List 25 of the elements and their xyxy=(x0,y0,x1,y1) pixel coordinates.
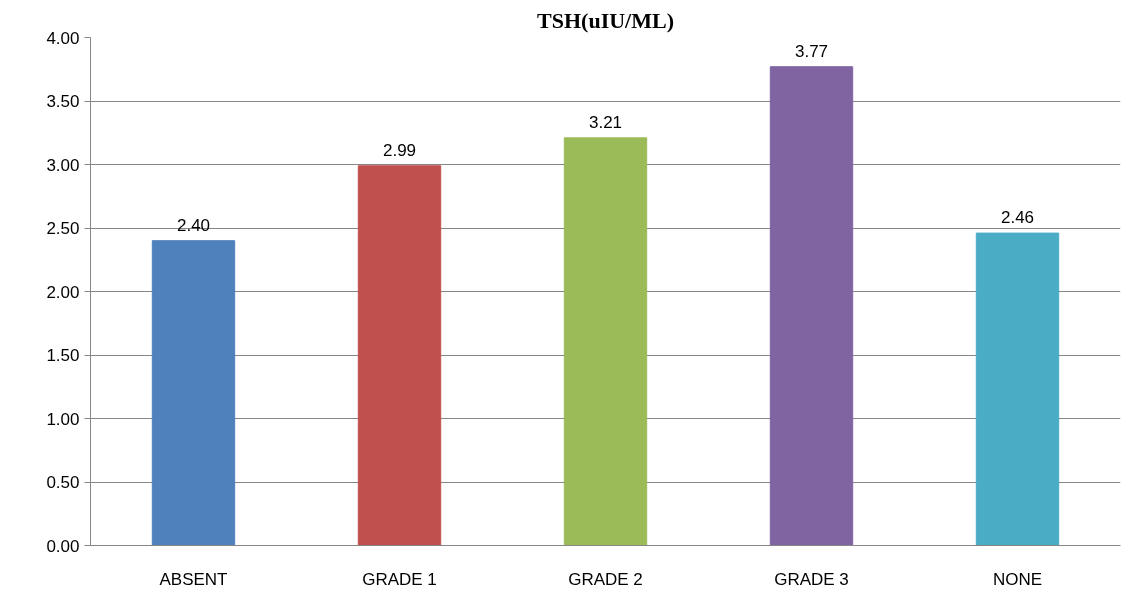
data-label: 2.46 xyxy=(1000,208,1035,228)
y-tick-label: 3.00 xyxy=(46,155,80,175)
bar xyxy=(769,66,854,546)
y-tick-label: 2.50 xyxy=(46,219,80,238)
y-tick-label: 2.00 xyxy=(46,282,80,302)
chart-title: TSH(uIU/ML) xyxy=(537,7,674,33)
bar xyxy=(975,232,1060,546)
y-tick-label: 1.00 xyxy=(46,409,80,429)
data-label: 2.40 xyxy=(176,215,211,235)
x-tick-label: NONE xyxy=(992,569,1043,589)
data-label: 2.99 xyxy=(382,140,417,160)
x-tick-label: GRADE 2 xyxy=(568,569,643,589)
y-tick-label: 0.00 xyxy=(46,536,80,556)
bar xyxy=(357,165,442,546)
x-tick-label: GRADE 1 xyxy=(362,569,437,589)
bar xyxy=(151,240,236,546)
bar xyxy=(563,137,648,546)
x-tick-label: GRADE 3 xyxy=(774,569,849,589)
data-label: 3.21 xyxy=(588,112,623,132)
y-tick-label: 3.50 xyxy=(46,92,80,111)
data-label: 3.77 xyxy=(794,41,829,61)
x-tick-label: ABSENT xyxy=(159,569,228,589)
y-tick-label: 1.50 xyxy=(46,346,80,365)
y-tick-label: 4.00 xyxy=(46,28,80,48)
y-tick-label: 0.50 xyxy=(46,473,80,492)
